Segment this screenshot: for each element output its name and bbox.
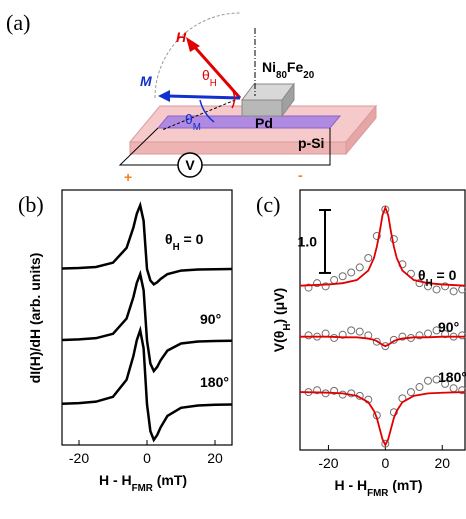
x-tick-label: 20 (434, 455, 450, 471)
x-tick-label: -20 (318, 455, 338, 471)
data-point (331, 277, 338, 284)
subscript: FMR (132, 483, 153, 494)
subscript: FMR (367, 488, 388, 499)
y-axis-label: dI(H)/dH (arb. units) (27, 253, 43, 384)
plus-label: + (124, 169, 132, 185)
subscript: M (193, 122, 201, 133)
subscript: 80 (276, 70, 287, 81)
data-point (425, 377, 432, 384)
text-part: 180° (438, 369, 466, 385)
x-tick-label: 20 (207, 450, 223, 466)
data-point (407, 389, 414, 396)
nife-label: Ni80Fe20 (262, 59, 315, 81)
scale-bar-label: 1.0 (298, 233, 318, 249)
text-part: = 0 (180, 231, 204, 247)
text-part: θ (202, 67, 210, 83)
subscript: H (426, 278, 433, 289)
x-tick-label: 0 (381, 455, 389, 471)
text-part: 180° (200, 374, 229, 390)
curve-label: θH = 0 (165, 231, 204, 253)
text-part: = 0 (433, 267, 457, 283)
x-axis-label: H - HFMR (mT) (334, 477, 422, 499)
x-tick-label: 0 (143, 450, 151, 466)
diagram: (a) H M θH θM Ni80Fe20 Pd p-Si V + - (6, 10, 376, 185)
data-point (339, 273, 346, 280)
curve-label: 180° (200, 374, 229, 390)
subscript: 20 (303, 70, 314, 81)
curve-label: 90° (200, 311, 221, 327)
curve (300, 337, 465, 346)
text-part: ) (μV) (271, 288, 287, 324)
data-point (356, 264, 363, 271)
text-part: (mT) (153, 472, 187, 488)
psi-label: p-Si (298, 135, 324, 151)
minus-label: - (298, 167, 303, 183)
data-point (348, 269, 355, 276)
panel-label: (b) (18, 192, 44, 217)
x-axis-label: H - HFMR (mT) (99, 472, 187, 494)
data-point (433, 286, 440, 293)
data-point (356, 328, 363, 335)
data-point (425, 330, 432, 337)
subscript: H (282, 324, 293, 331)
data-point (416, 384, 423, 391)
curve (62, 205, 232, 284)
curve (300, 392, 465, 445)
subscript: H (173, 242, 180, 253)
figure: (a) H M θH θM Ni80Fe20 Pd p-Si V + - (b)… (0, 0, 466, 519)
panel-label: (a) (6, 10, 30, 35)
data-point (365, 254, 372, 261)
pd-label: Pd (255, 115, 273, 131)
text-part: H - H (99, 472, 132, 488)
scale-bar (319, 210, 331, 273)
data-point (450, 288, 457, 295)
text-part: Fe (287, 59, 304, 75)
voltmeter-label: V (185, 157, 195, 173)
m-arrowhead (158, 90, 170, 102)
text-part: θ (418, 267, 426, 283)
panel-label: (c) (256, 192, 280, 217)
text-part: 90° (200, 311, 221, 327)
m-arrow (168, 96, 240, 98)
curve-label: 180° (438, 369, 466, 385)
text-part: 90° (438, 319, 459, 335)
text-part: H - H (334, 477, 367, 493)
m-label: M (140, 73, 152, 89)
subscript: H (210, 78, 217, 89)
curve-label: 90° (438, 319, 459, 335)
text-part: θ (165, 231, 173, 247)
nife-front (242, 100, 282, 116)
text-part: Ni (262, 59, 276, 75)
text-part: (mT) (388, 477, 422, 493)
data-point (305, 332, 312, 339)
text-part: θ (185, 111, 193, 127)
data-point (450, 385, 457, 392)
data-point (348, 327, 355, 334)
y-axis-label: V(θH) (μV) (271, 288, 293, 352)
x-tick-label: -20 (69, 450, 89, 466)
h-label: H (176, 29, 187, 45)
text-part: V(θ (271, 331, 287, 353)
